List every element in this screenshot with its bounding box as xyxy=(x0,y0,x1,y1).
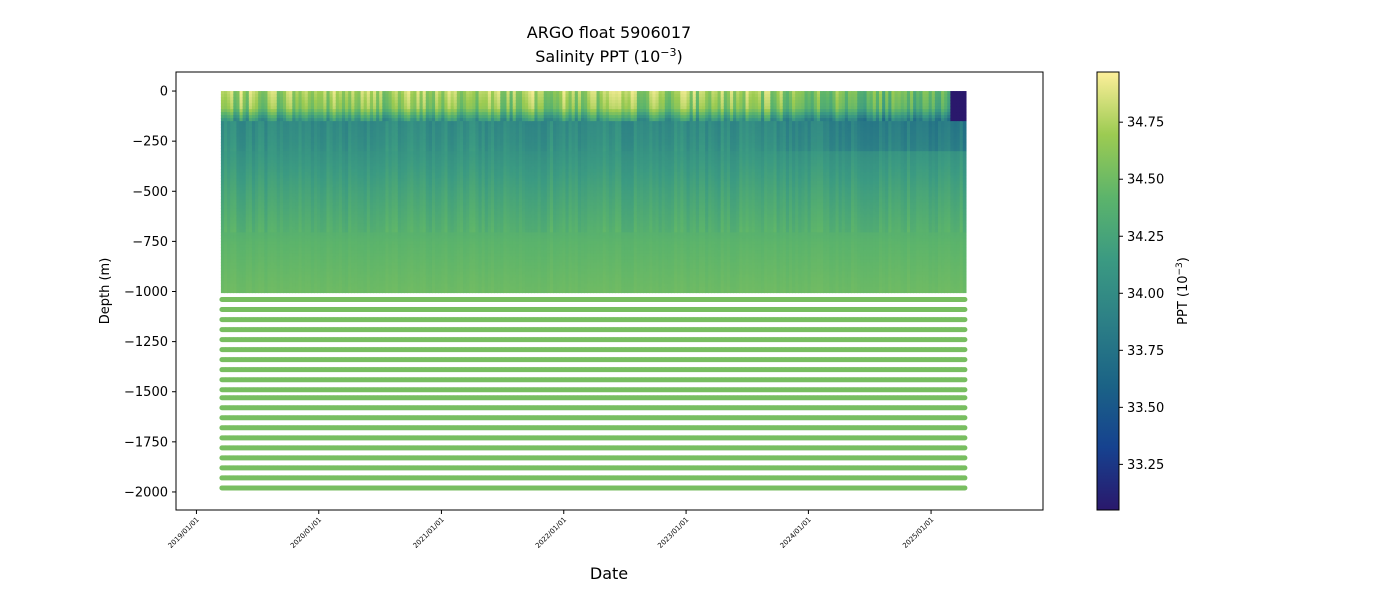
chart-subtitle: Salinity PPT (10−3) xyxy=(535,46,683,66)
chart-subtitle-exp: −3 xyxy=(660,46,676,59)
chart-title: ARGO float 5906017 xyxy=(527,23,691,42)
chart-subtitle-prefix: Salinity PPT (10 xyxy=(535,47,660,66)
salinity-heatmap xyxy=(221,91,967,293)
chart-subtitle-suffix: ) xyxy=(677,47,683,66)
